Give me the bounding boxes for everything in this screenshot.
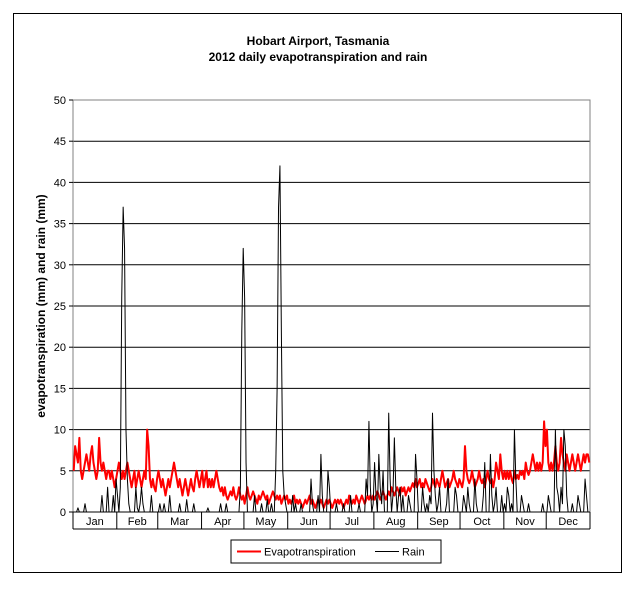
x-tick-label: Feb	[128, 516, 147, 528]
legend-box	[230, 539, 442, 564]
y-tick-label: 15	[54, 383, 66, 395]
chart-subtitle: 2012 daily evapotranspiration and rain	[209, 50, 428, 64]
legend-evapotranspiration-label: Evapotranspiration	[264, 547, 356, 559]
y-tick-label: 50	[54, 95, 66, 107]
legend: Evapotranspiration Rain	[230, 539, 442, 564]
x-tick-label: Jan	[86, 516, 104, 528]
gridlines	[73, 99, 590, 472]
x-tick-label: Aug	[386, 516, 406, 528]
legend-rain-label: Rain	[402, 547, 425, 559]
y-tick-label: 20	[54, 342, 66, 354]
y-tick-label: 10	[54, 425, 66, 437]
y-tick-label: 35	[54, 219, 66, 231]
x-tick-label: Jun	[300, 516, 318, 528]
y-tick-label: 40	[54, 177, 66, 189]
series-line-rain	[76, 165, 590, 513]
x-tick-label: Oct	[473, 516, 490, 528]
x-tick-label: Mar	[170, 516, 189, 528]
x-tick-label: Apr	[214, 516, 231, 528]
y-axis: 0 5 10 15 20 25 30 35 40 45 50	[54, 95, 73, 519]
x-tick-label: Dec	[558, 516, 578, 528]
chart-frame: Hobart Airport, Tasmania 2012 daily evap…	[13, 13, 622, 573]
y-tick-label: 25	[54, 301, 66, 313]
series-line-evapotranspiration	[72, 420, 591, 509]
chart: Hobart Airport, Tasmania 2012 daily evap…	[34, 34, 591, 564]
x-tick-label: Nov	[515, 516, 535, 528]
y-tick-label: 30	[54, 260, 66, 272]
x-tick-label: Jul	[345, 516, 359, 528]
series-lines	[72, 165, 591, 513]
x-tick-label: May	[255, 516, 276, 528]
y-tick-label: 5	[60, 466, 66, 478]
x-tick-label: Sep	[429, 516, 449, 528]
chart-title: Hobart Airport, Tasmania	[247, 34, 390, 48]
y-tick-label: 0	[60, 507, 66, 519]
x-axis: Jan Feb Mar Apr May Jun Jul Aug Sep Oct Nov Dec	[72, 511, 591, 530]
y-tick-label: 45	[54, 136, 66, 148]
y-axis-label: evapotranspiration (mm) and rain (mm)	[34, 194, 48, 417]
